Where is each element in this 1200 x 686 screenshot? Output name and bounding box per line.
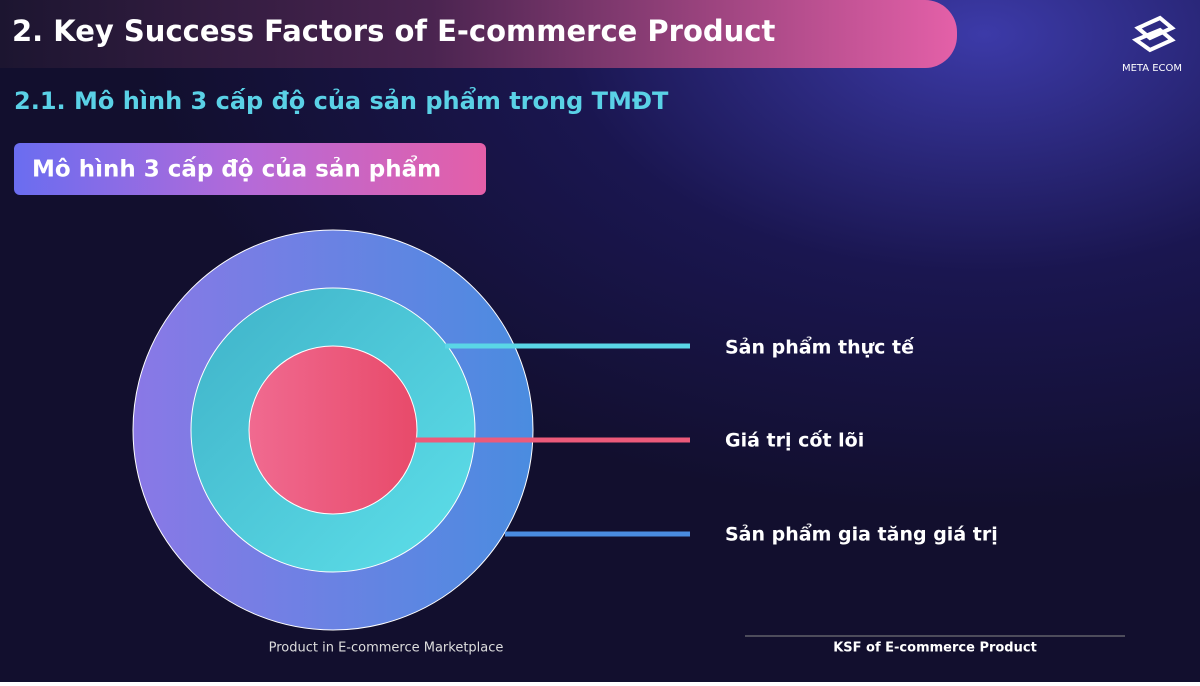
diagram-label: Giá trị cốt lõi (725, 429, 864, 452)
subtitle: 2.1. Mô hình 3 cấp độ của sản phẩm trong… (14, 85, 669, 115)
footer-right: KSF of E-commerce Product (833, 641, 1037, 656)
footer-left: Product in E-commerce Marketplace (269, 641, 504, 656)
badge-text: Mô hình 3 cấp độ của sản phẩm (32, 155, 441, 183)
header-bar (0, 0, 957, 68)
diagram-label: Sản phẩm thực tế (725, 336, 915, 359)
badge (14, 143, 486, 195)
logo-text: META ECOM (1122, 63, 1182, 74)
inner-circle (248, 345, 418, 515)
header-title: 2. Key Success Factors of E-commerce Pro… (12, 14, 775, 48)
logo (1131, 15, 1176, 53)
diagram-label: Sản phẩm gia tăng giá trị (725, 523, 998, 546)
